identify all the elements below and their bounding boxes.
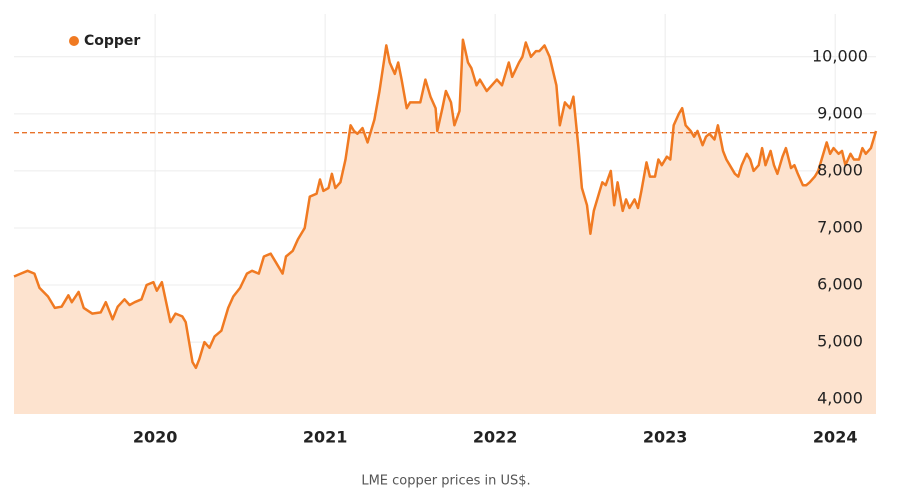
legend-label: Copper xyxy=(84,33,140,49)
y-tick-label: 5,000 xyxy=(817,332,863,351)
y-tick-label: 10,000 xyxy=(812,46,868,65)
caption: LME copper prices in US$. xyxy=(361,474,530,489)
line xyxy=(13,38,878,370)
y-tick-label: 7,000 xyxy=(817,217,863,236)
area xyxy=(14,39,876,414)
y-tick-label: 8,000 xyxy=(817,160,863,179)
x-tick-label: 2022 xyxy=(473,428,518,447)
x-tick-label: 2024 xyxy=(813,428,858,447)
x-tick-label: 2021 xyxy=(303,428,348,447)
y-tick-label: 9,000 xyxy=(817,103,863,122)
x-tick-label: 2023 xyxy=(643,428,688,447)
legend-marker xyxy=(69,36,79,46)
y-tick-label: 4,000 xyxy=(817,389,863,408)
y-tick-label: 6,000 xyxy=(817,275,863,294)
x-tick-label: 2020 xyxy=(133,428,178,447)
